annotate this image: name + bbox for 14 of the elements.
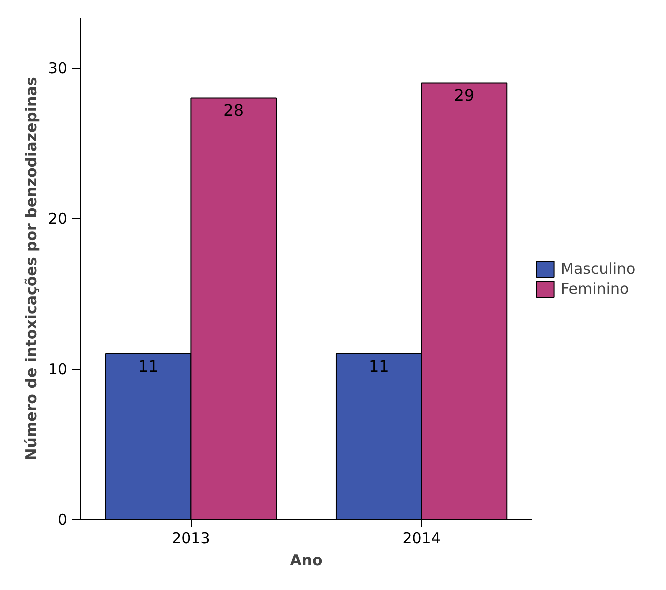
x-axis-title: Ano [290,552,323,570]
x-tick-label: 2013 [172,530,210,548]
y-axis-title: Número de intoxicações por benzodiazepinas [22,77,40,461]
legend-label: Feminino [561,280,630,298]
y-tick-label: 20 [48,210,68,228]
y-tick-label: 0 [58,511,68,529]
data-label: 29 [454,86,475,106]
x-tick-label: 2014 [402,530,441,548]
data-label: 11 [368,357,390,376]
y-tick-label: 30 [48,60,68,78]
data-label: 28 [224,101,244,120]
y-tick-label: 10 [48,360,68,379]
legend-label: Masculino [561,260,636,278]
data-label: 11 [138,357,159,376]
